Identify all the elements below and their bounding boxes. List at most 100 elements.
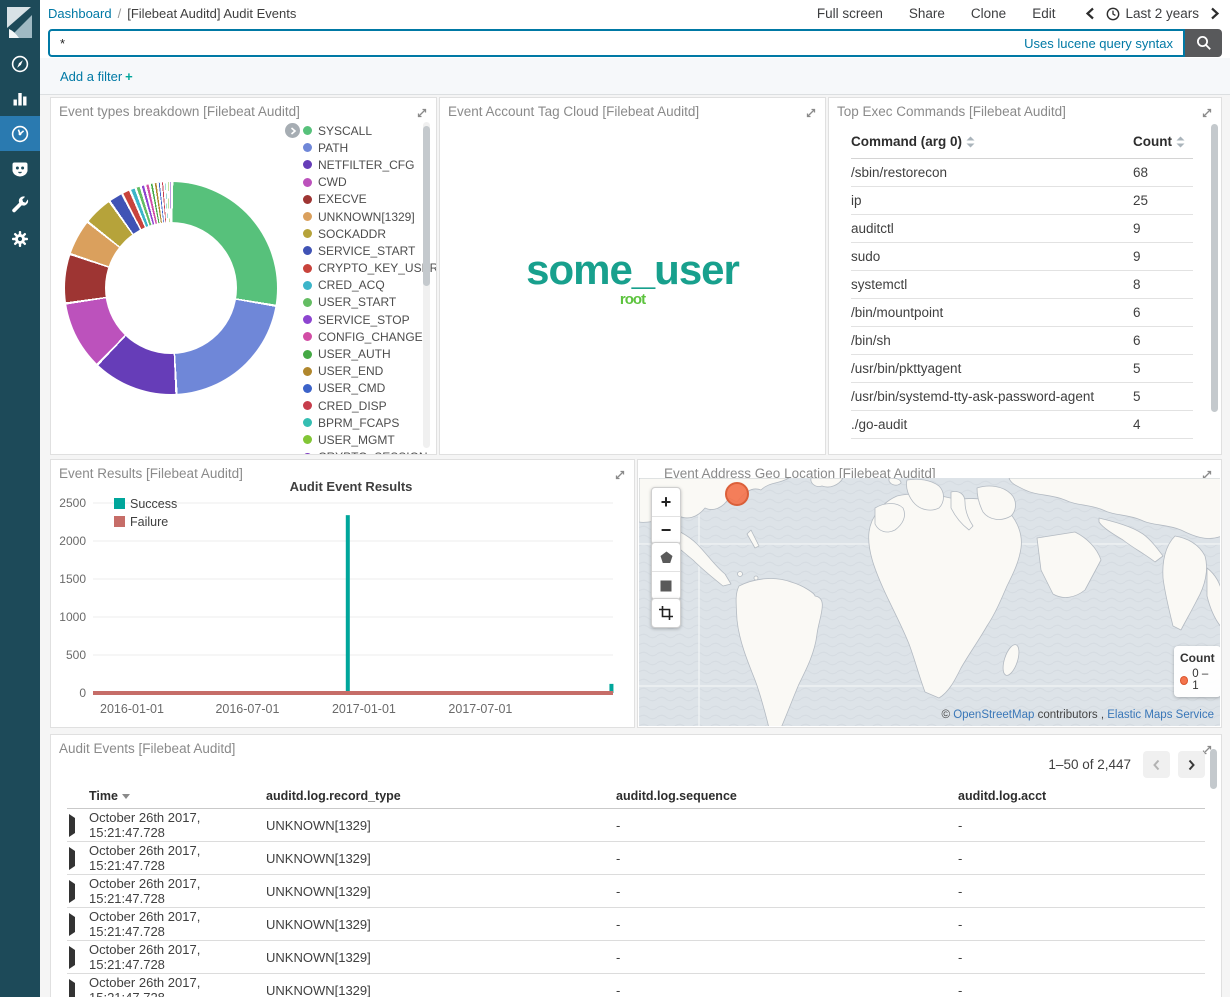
legend-item-label: SERVICE_STOP — [318, 313, 410, 327]
legend-item[interactable]: SOCKADDR — [303, 225, 421, 242]
openstreetmap-link[interactable]: OpenStreetMap — [953, 709, 1034, 721]
column-header-sequence[interactable]: auditd.log.sequence — [616, 789, 958, 803]
legend-item[interactable]: USER_AUTH — [303, 345, 421, 362]
zoom-in-button[interactable]: + — [652, 488, 680, 516]
column-header-record-type[interactable]: auditd.log.record_type — [266, 789, 616, 803]
time-picker[interactable]: Last 2 years — [1106, 6, 1199, 21]
legend-item[interactable]: SERVICE_START — [303, 242, 421, 259]
previous-page-button[interactable] — [1143, 751, 1170, 778]
count-cell: 9 — [1133, 249, 1193, 264]
expand-panel-icon[interactable] — [805, 106, 817, 124]
legend-item[interactable]: CRYPTO_SESSION — [303, 449, 421, 455]
time-cell: October 26th 2017, 15:21:47.728 — [89, 975, 266, 997]
table-row: auditctl9 — [851, 215, 1193, 243]
time-prev-button[interactable] — [1085, 7, 1096, 20]
legend-item[interactable]: SYSCALL — [303, 122, 421, 139]
add-filter-link[interactable]: Add a filter+ — [60, 69, 133, 84]
legend-item[interactable]: USER_END — [303, 363, 421, 380]
legend-item[interactable]: SERVICE_STOP — [303, 311, 421, 328]
column-header-acct[interactable]: auditd.log.acct — [958, 789, 1205, 803]
share-button[interactable]: Share — [909, 6, 945, 21]
zoom-out-button[interactable]: − — [652, 516, 680, 544]
rectangle-icon — [660, 580, 672, 592]
clone-button[interactable]: Clone — [971, 6, 1006, 21]
search-button[interactable] — [1185, 29, 1222, 57]
legend-scrollbar-thumb[interactable] — [423, 126, 430, 286]
count-cell: 68 — [1133, 165, 1193, 180]
draw-rectangle-button[interactable] — [652, 571, 680, 599]
edit-button[interactable]: Edit — [1032, 6, 1055, 21]
command-cell: /bin/mountpoint — [851, 305, 1133, 320]
search-query-input[interactable] — [50, 36, 1024, 51]
legend-item[interactable]: EXECVE — [303, 191, 421, 208]
legend-item-label: UNKNOWN[1329] — [318, 210, 415, 224]
legend-item[interactable]: UNKNOWN[1329] — [303, 208, 421, 225]
expand-row-caret[interactable] — [67, 851, 89, 866]
count-cell: 9 — [1133, 221, 1193, 236]
legend-item[interactable]: NETFILTER_CFG — [303, 156, 421, 173]
exec-table-header: Command (arg 0) Count — [851, 126, 1193, 159]
time-cell: October 26th 2017, 15:21:47.728 — [89, 942, 266, 972]
legend-item-label: SYSCALL — [318, 124, 372, 138]
expand-row-caret[interactable] — [67, 884, 89, 899]
legend-item-label: CRYPTO_KEY_USER — [318, 261, 437, 275]
table-row[interactable]: October 26th 2017, 15:21:47.728UNKNOWN[1… — [67, 941, 1205, 974]
sidebar-item-dev-tools[interactable] — [0, 186, 40, 221]
event-types-donut-chart[interactable] — [65, 182, 277, 394]
table-row[interactable]: October 26th 2017, 15:21:47.728UNKNOWN[1… — [67, 809, 1205, 842]
expand-row-caret[interactable] — [67, 818, 89, 833]
command-cell: /bin/sh — [851, 333, 1133, 348]
panel-event-types-breakdown: Event types breakdown [Filebeat Auditd] … — [50, 97, 437, 455]
column-header-command[interactable]: Command (arg 0) — [851, 134, 1133, 149]
legend-item[interactable]: CWD — [303, 174, 421, 191]
tag-some_user[interactable]: some_user — [440, 248, 825, 292]
count-cell: 5 — [1133, 361, 1193, 376]
breadcrumb-dashboard-link[interactable]: Dashboard — [48, 6, 112, 21]
legend-item[interactable]: BPRM_FCAPS — [303, 414, 421, 431]
legend-item[interactable]: CRYPTO_KEY_USER — [303, 260, 421, 277]
sidebar-item-dashboard[interactable] — [0, 116, 40, 151]
legend-color-dot — [303, 126, 312, 135]
legend-item[interactable]: CONFIG_CHANGE — [303, 328, 421, 345]
kibana-logo[interactable] — [0, 0, 40, 46]
full-screen-button[interactable]: Full screen — [817, 6, 883, 21]
table-row[interactable]: October 26th 2017, 15:21:47.728UNKNOWN[1… — [67, 908, 1205, 941]
sidebar-item-management[interactable] — [0, 221, 40, 256]
sidebar-item-timelion[interactable] — [0, 151, 40, 186]
elastic-maps-link[interactable]: Elastic Maps Service — [1107, 709, 1214, 721]
legend-item[interactable]: CRED_ACQ — [303, 277, 421, 294]
expand-row-caret[interactable] — [67, 950, 89, 965]
expand-row-caret[interactable] — [67, 983, 89, 997]
next-page-button[interactable] — [1178, 751, 1205, 778]
lucene-syntax-link[interactable]: Uses lucene query syntax — [1024, 36, 1183, 51]
search-icon — [1196, 35, 1212, 51]
table-row[interactable]: October 26th 2017, 15:21:47.728UNKNOWN[1… — [67, 974, 1205, 997]
table-row[interactable]: October 26th 2017, 15:21:47.728UNKNOWN[1… — [67, 842, 1205, 875]
audit-scrollbar-thumb[interactable] — [1210, 749, 1217, 789]
legend-item[interactable]: USER_CMD — [303, 380, 421, 397]
legend-scrollbar-track[interactable] — [423, 122, 430, 448]
sidebar-item-visualize[interactable] — [0, 81, 40, 116]
expand-panel-icon[interactable] — [1201, 106, 1213, 124]
legend-item[interactable]: USER_START — [303, 294, 421, 311]
expand-row-caret[interactable] — [67, 917, 89, 932]
legend-collapse-button[interactable] — [285, 123, 300, 138]
time-next-button[interactable] — [1209, 7, 1220, 20]
crop-button[interactable] — [652, 599, 680, 627]
column-header-count[interactable]: Count — [1133, 134, 1193, 149]
legend-item[interactable]: PATH — [303, 139, 421, 156]
exec-scrollbar-thumb[interactable] — [1211, 124, 1218, 412]
draw-polygon-button[interactable] — [652, 543, 680, 571]
legend-item[interactable]: CRED_DISP — [303, 397, 421, 414]
column-header-time[interactable]: Time — [89, 789, 266, 803]
table-row[interactable]: October 26th 2017, 15:21:47.728UNKNOWN[1… — [67, 875, 1205, 908]
exec-commands-table: Command (arg 0) Count /sbin/restorecon68… — [851, 126, 1193, 439]
page-title: [Filebeat Auditd] Audit Events — [127, 6, 296, 21]
legend-item-label: CRED_DISP — [318, 399, 387, 413]
geo-marker[interactable] — [726, 483, 748, 505]
sidebar-item-discover[interactable] — [0, 46, 40, 81]
tag-root[interactable]: root — [440, 292, 825, 308]
legend-item[interactable]: USER_MGMT — [303, 431, 421, 448]
legend-item-label: USER_AUTH — [318, 347, 391, 361]
panel-event-results: Event Results [Filebeat Auditd] Audit Ev… — [50, 459, 635, 728]
